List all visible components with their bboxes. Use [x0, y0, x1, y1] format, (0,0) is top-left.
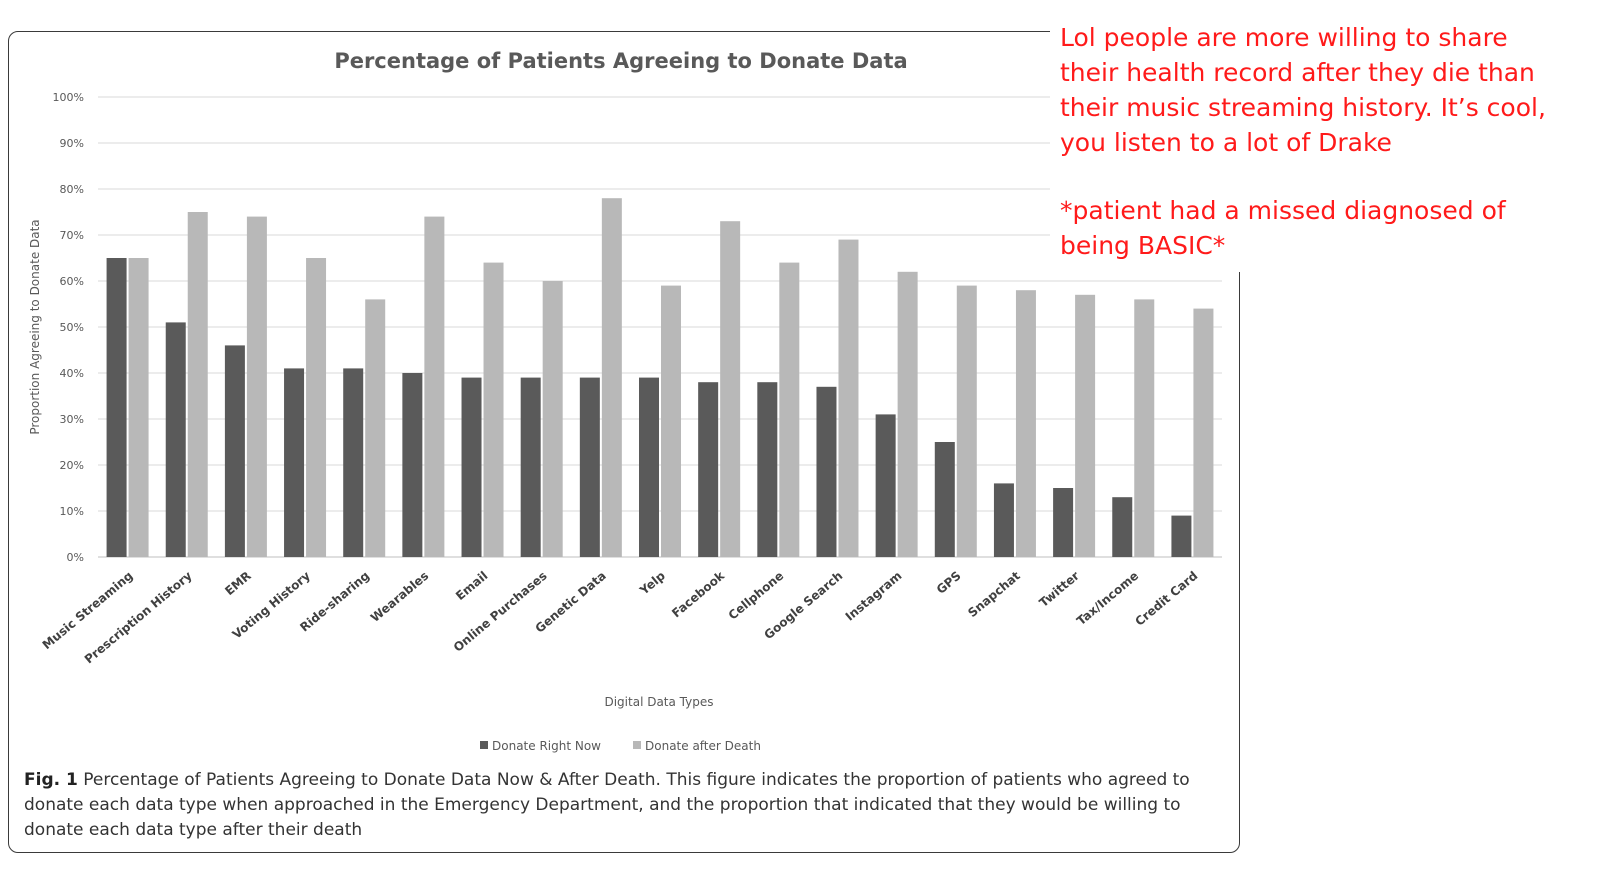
bar-donate-right-now	[579, 377, 600, 557]
y-tick-label: 100%	[53, 91, 84, 104]
annotation-line: Lol people are more willing to share	[1060, 23, 1508, 52]
x-tick-label: Credit Card	[1132, 569, 1200, 629]
bar-donate-right-now	[343, 368, 364, 557]
bar-donate-right-now	[106, 258, 127, 557]
annotation-overlay: Lol people are more willing to share the…	[1050, 0, 1595, 272]
bar-donate-right-now	[1112, 497, 1133, 557]
x-tick-label: Facebook	[669, 568, 728, 620]
y-tick-label: 70%	[60, 229, 84, 242]
y-tick-label: 60%	[60, 275, 84, 288]
annotation-line: their music streaming history. It’s cool…	[1060, 93, 1546, 122]
x-tick-label: Email	[453, 569, 490, 604]
bar-donate-right-now	[639, 377, 659, 557]
y-tick-label: 40%	[60, 367, 84, 380]
bar-donate-after-death	[542, 281, 563, 557]
x-tick-label: Snapchat	[965, 568, 1023, 620]
x-tick-label: EMR	[222, 569, 254, 599]
bar-donate-after-death	[720, 221, 741, 557]
bar-donate-right-now	[402, 373, 423, 557]
x-tick-label: Twitter	[1037, 569, 1083, 610]
bar-donate-right-now	[1171, 515, 1192, 557]
legend-label: Donate Right Now	[492, 739, 601, 753]
chart-legend: Donate Right Now Donate after Death	[480, 739, 761, 753]
y-tick-label: 10%	[60, 505, 84, 518]
annotation-line: their health record after they die than	[1060, 58, 1535, 87]
bar-donate-right-now	[165, 322, 186, 557]
y-axis-title: Proportion Agreeing to Donate Data	[28, 219, 42, 434]
bar-donate-after-death	[897, 271, 918, 557]
y-tick-label: 50%	[60, 321, 84, 334]
legend-swatch-donate-after	[633, 741, 641, 749]
annotation-line: *patient had a missed diagnosed of	[1060, 196, 1506, 225]
caption-label: Fig. 1	[24, 770, 78, 790]
x-tick-label: Prescription History	[82, 568, 195, 666]
bar-donate-after-death	[779, 262, 800, 557]
bar-donate-right-now	[993, 483, 1014, 557]
bar-donate-after-death	[483, 262, 504, 557]
y-tick-label: 0%	[67, 551, 84, 564]
bar-donate-right-now	[757, 382, 778, 557]
bar-donate-after-death	[424, 216, 445, 557]
bar-donate-after-death	[365, 299, 386, 557]
bar-donate-after-death	[956, 285, 977, 557]
bar-donate-after-death	[601, 198, 622, 557]
chart-title: Percentage of Patients Agreeing to Donat…	[334, 49, 907, 73]
bar-donate-after-death	[838, 239, 859, 557]
x-tick-label: Yelp	[636, 568, 668, 598]
bar-donate-right-now	[461, 377, 482, 557]
legend-swatch-donate-now	[480, 741, 488, 749]
bar-donate-right-now	[1053, 488, 1074, 557]
bar-donate-after-death	[187, 212, 208, 557]
x-tick-label: GPS	[934, 569, 964, 597]
bar-donate-after-death	[306, 258, 327, 557]
annotation-line: you listen to a lot of Drake	[1060, 128, 1392, 157]
y-tick-label: 80%	[60, 183, 84, 196]
figure-caption: Fig. 1 Percentage of Patients Agreeing t…	[24, 768, 1224, 843]
caption-text: Percentage of Patients Agreeing to Donat…	[24, 770, 1190, 840]
y-tick-label: 30%	[60, 413, 84, 426]
bar-donate-after-death	[1193, 308, 1214, 557]
bar-donate-after-death	[1134, 299, 1155, 557]
bar-donate-right-now	[520, 377, 541, 557]
x-tick-label: Cellphone	[726, 569, 787, 623]
bar-donate-right-now	[875, 414, 896, 557]
bar-donate-right-now	[224, 345, 245, 557]
bar-donate-right-now	[934, 442, 955, 557]
y-tick-label: 20%	[60, 459, 84, 472]
y-tick-label: 90%	[60, 137, 84, 150]
annotation-line: being BASIC*	[1060, 231, 1226, 260]
x-tick-label: Wearables	[368, 569, 431, 625]
bar-donate-right-now	[284, 368, 305, 557]
bar-donate-after-death	[1015, 290, 1036, 557]
x-axis-title: Digital Data Types	[604, 695, 713, 709]
bar-donate-right-now	[698, 382, 719, 557]
bar-chart: Percentage of Patients Agreeing to Donat…	[28, 49, 1222, 753]
bar-donate-after-death	[246, 216, 267, 557]
x-tick-label: Instagram	[843, 569, 905, 624]
bar-donate-after-death	[1075, 294, 1096, 557]
bar-donate-after-death	[661, 285, 681, 557]
legend-label: Donate after Death	[645, 739, 761, 753]
bar-donate-after-death	[128, 258, 149, 557]
x-tick-label: Tax/Income	[1074, 569, 1141, 628]
bar-donate-right-now	[816, 386, 837, 557]
